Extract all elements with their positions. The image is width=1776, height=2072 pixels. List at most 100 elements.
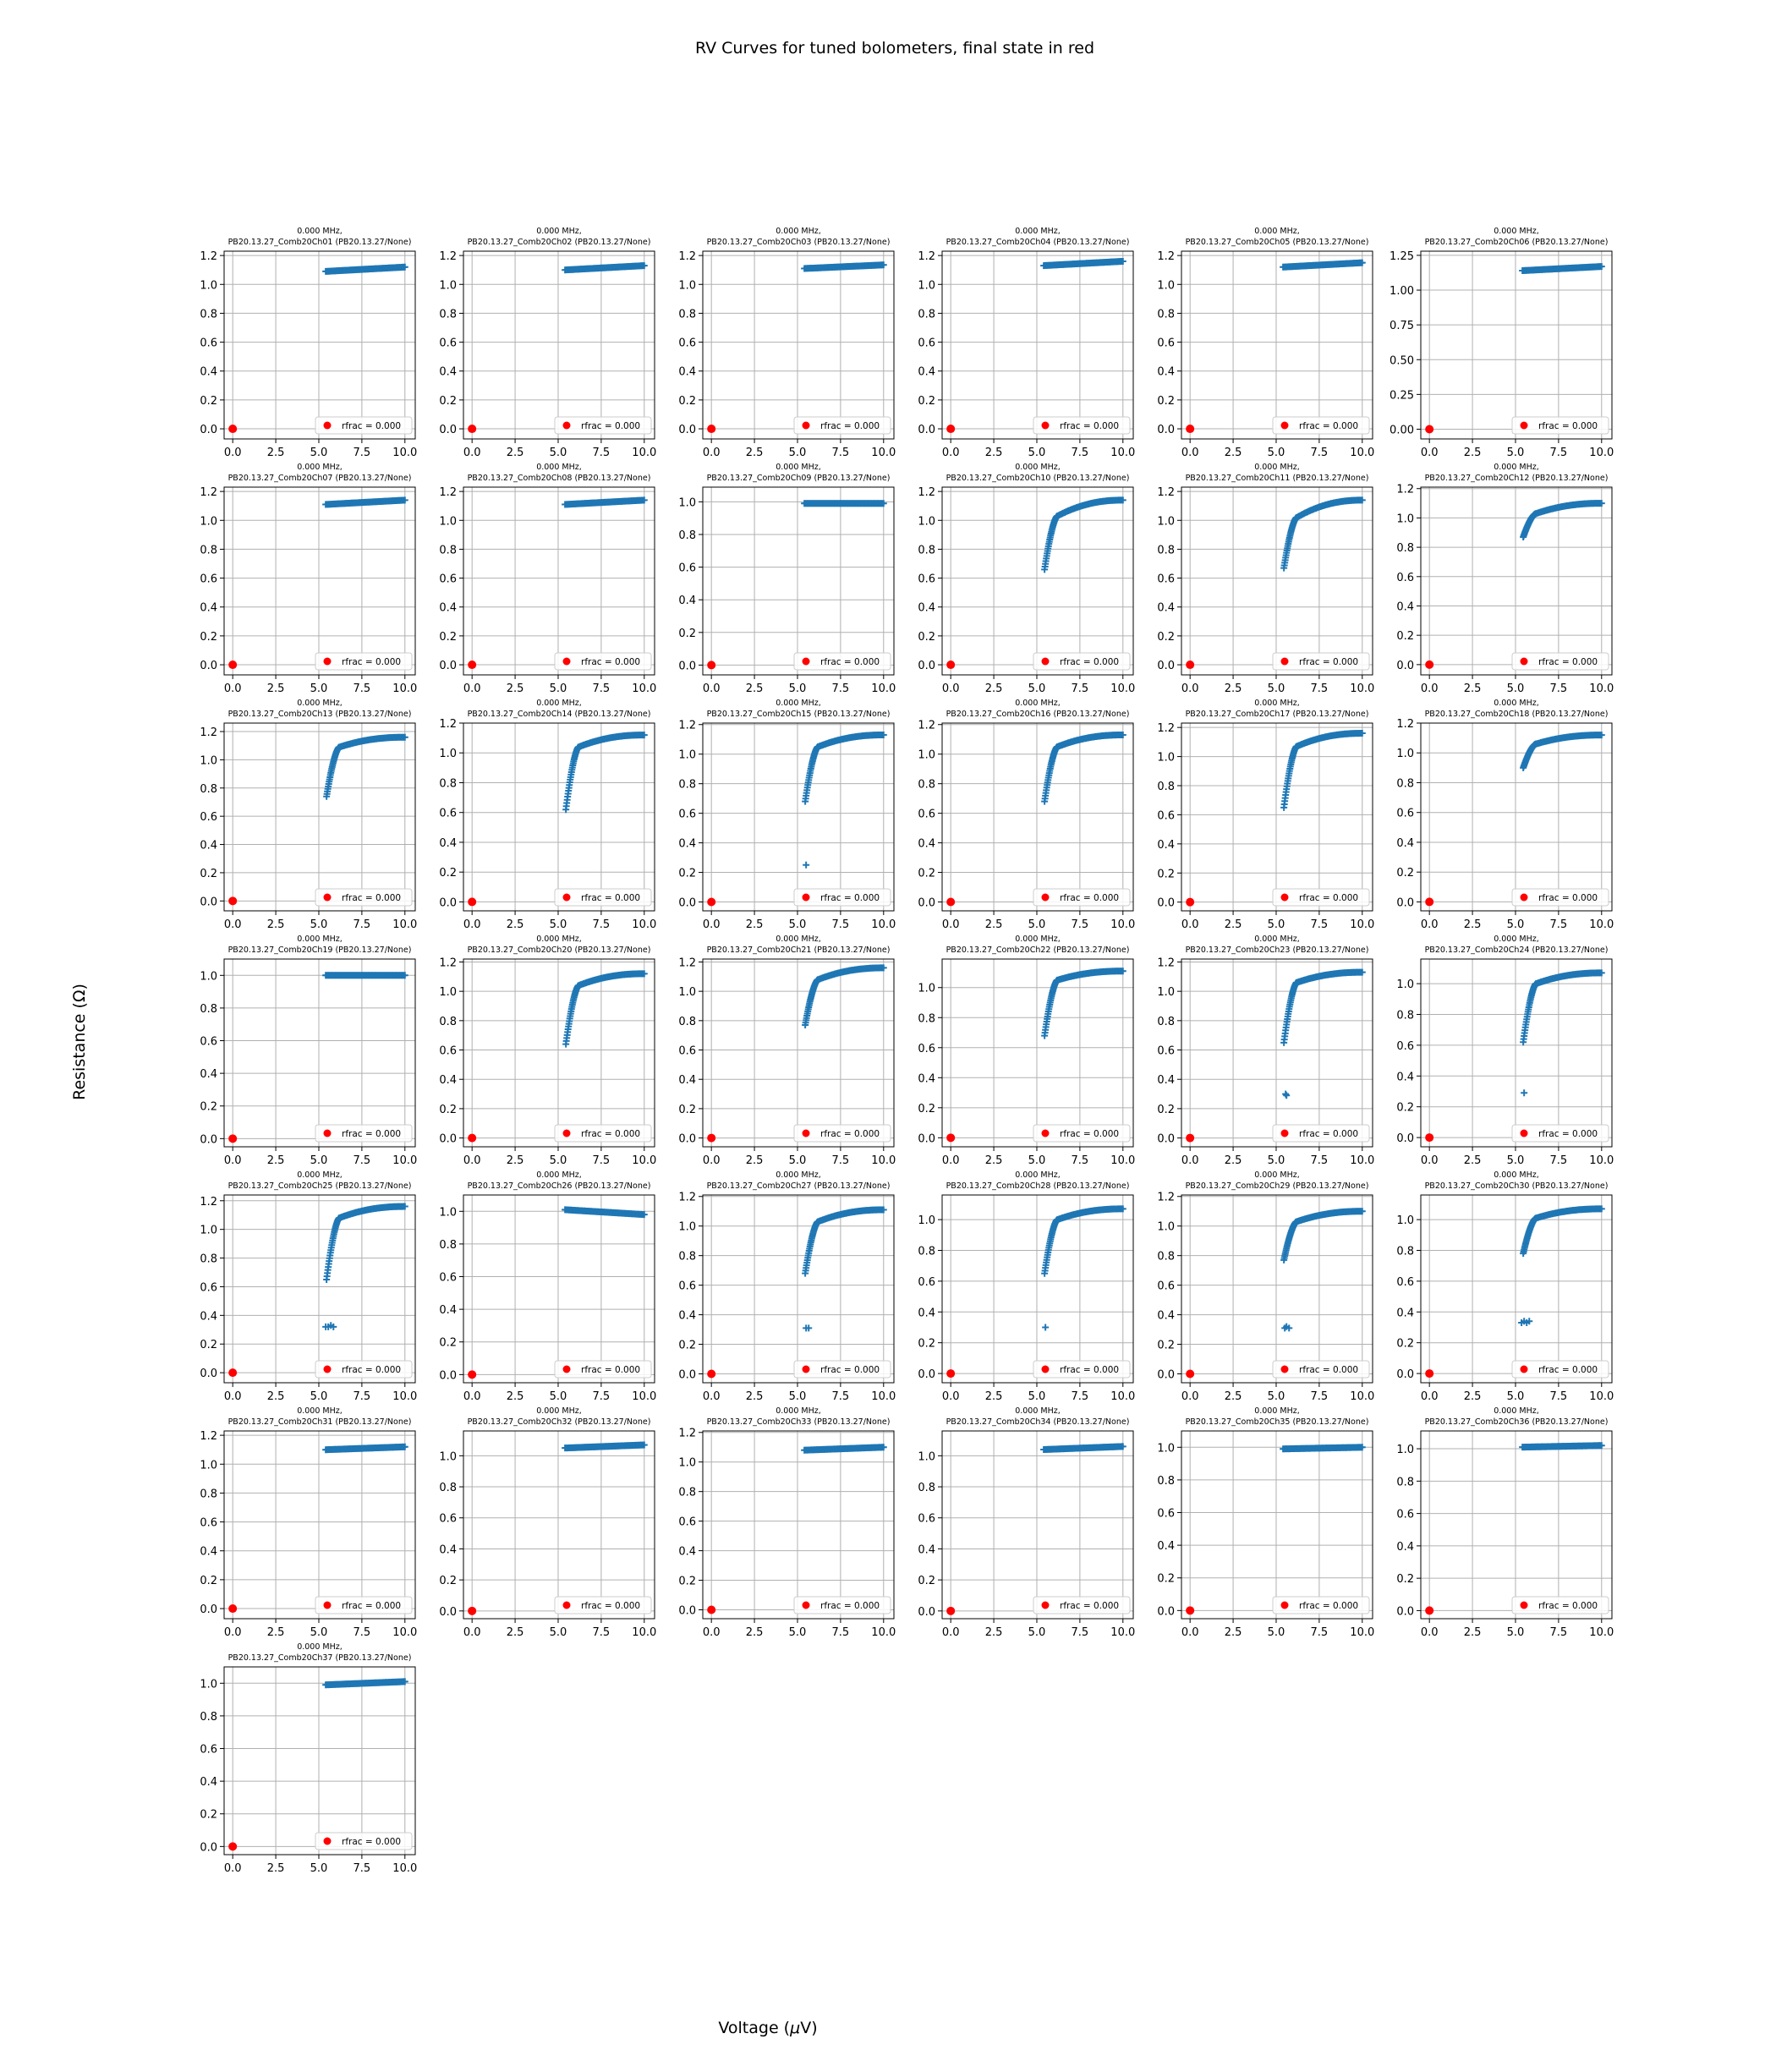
subplot-title-channel: PB20.13.27_Comb20Ch23 (PB20.13.27/None) bbox=[1186, 946, 1369, 955]
legend-marker bbox=[1520, 657, 1528, 666]
y-tick-label: 0.2 bbox=[200, 1101, 217, 1114]
subplot-title-freq: 0.000 MHz, bbox=[536, 463, 582, 472]
y-tick-label: 1.2 bbox=[1157, 486, 1175, 499]
legend-marker bbox=[1280, 1129, 1289, 1137]
subplot-title-channel: PB20.13.27_Comb20Ch37 (PB20.13.27/None) bbox=[228, 1653, 412, 1663]
y-tick-label: 1.2 bbox=[678, 250, 696, 263]
x-tick-label: 10.0 bbox=[392, 1862, 417, 1875]
y-tick-label: 0.8 bbox=[200, 308, 217, 321]
y-tick-label: 0.8 bbox=[678, 1016, 696, 1028]
x-tick-label: 0.0 bbox=[703, 447, 721, 459]
y-tick-label: 1.0 bbox=[200, 515, 217, 528]
axes-frame bbox=[223, 722, 416, 912]
y-tick-label: 0.8 bbox=[918, 544, 935, 556]
x-tick-label: 7.5 bbox=[354, 1626, 371, 1639]
legend-marker bbox=[1041, 421, 1050, 430]
x-tick-label: 10.0 bbox=[871, 1626, 896, 1639]
x-tick-label: 2.5 bbox=[985, 447, 1003, 459]
y-tick-label: 1.2 bbox=[439, 957, 457, 969]
y-tick-label: 1.0 bbox=[678, 986, 696, 999]
y-tick-label: 0.6 bbox=[439, 573, 457, 586]
axes-frame bbox=[1420, 486, 1613, 676]
x-tick-label: 10.0 bbox=[1110, 918, 1135, 931]
legend-marker bbox=[1520, 893, 1528, 902]
x-tick-label: 0.0 bbox=[942, 1626, 960, 1639]
legend-box bbox=[793, 416, 891, 435]
legend-marker bbox=[1520, 1365, 1528, 1373]
x-tick-label: 5.0 bbox=[310, 1626, 328, 1639]
legend-label: rfrac = 0.000 bbox=[581, 657, 640, 667]
x-tick-label: 0.0 bbox=[703, 1390, 721, 1403]
data-point bbox=[1119, 496, 1126, 504]
x-tick-label: 10.0 bbox=[632, 918, 656, 931]
x-tick-label: 0.0 bbox=[224, 1626, 242, 1639]
subplot-title-freq: 0.000 MHz, bbox=[776, 463, 821, 472]
y-tick-label: 0.2 bbox=[1157, 1573, 1175, 1586]
x-tick-label: 10.0 bbox=[1110, 1626, 1135, 1639]
y-tick-label: 1.2 bbox=[200, 726, 217, 739]
legend-label: rfrac = 0.000 bbox=[820, 1365, 880, 1375]
y-tick-label: 0.0 bbox=[200, 424, 217, 436]
axes-frame bbox=[223, 1666, 416, 1855]
y-tick-label: 0.2 bbox=[678, 628, 696, 640]
legend-label: rfrac = 0.000 bbox=[820, 657, 880, 667]
legend-box bbox=[793, 652, 891, 671]
y-tick-label: 1.2 bbox=[1157, 250, 1175, 263]
y-tick-label: 0.2 bbox=[200, 631, 217, 644]
y-tick-label: 0.4 bbox=[200, 366, 217, 379]
subplot-title-channel: PB20.13.27_Comb20Ch28 (PB20.13.27/None) bbox=[946, 1181, 1130, 1191]
x-tick-label: 10.0 bbox=[1110, 1154, 1135, 1167]
x-tick-label: 0.0 bbox=[942, 1154, 960, 1167]
final-state-point bbox=[468, 661, 477, 670]
y-tick-label: 0.8 bbox=[1157, 308, 1175, 321]
subplot-title-freq: 0.000 MHz, bbox=[536, 699, 582, 708]
x-tick-label: 0.0 bbox=[1421, 918, 1439, 931]
y-tick-label: 0.6 bbox=[1157, 1508, 1175, 1521]
subplot-title-freq: 0.000 MHz, bbox=[1494, 227, 1539, 236]
y-tick-label: 0.6 bbox=[439, 808, 457, 820]
legend-box bbox=[1272, 416, 1370, 435]
x-tick-label: 2.5 bbox=[267, 1862, 285, 1875]
legend-marker bbox=[562, 421, 571, 430]
x-tick-label: 5.0 bbox=[1268, 918, 1285, 931]
y-tick-label: 0.00 bbox=[1390, 424, 1414, 436]
subplot-ch33: 0.0 2.5 5.0 7.5 10.0 0.0 0.2 0.4 0.6 0.8 1.0 1.2 rfr… bbox=[678, 1406, 896, 1639]
subplot-title-freq: 0.000 MHz, bbox=[776, 699, 821, 708]
subplot-ch32: 0.0 2.5 5.0 7.5 10.0 0.0 0.2 0.4 0.6 0.8 1.0 rfrac … bbox=[439, 1406, 656, 1639]
x-tick-label: 0.0 bbox=[1421, 1154, 1439, 1167]
y-tick-label: 0.8 bbox=[918, 308, 935, 321]
subplot-title-channel: PB20.13.27_Comb20Ch09 (PB20.13.27/None) bbox=[707, 474, 891, 483]
y-tick-label: 0.0 bbox=[1396, 1605, 1414, 1618]
axes-frame bbox=[941, 486, 1134, 676]
y-tick-label: 0.6 bbox=[678, 337, 696, 350]
final-state-point bbox=[228, 1368, 238, 1378]
x-tick-label: 2.5 bbox=[507, 1390, 524, 1403]
axes-frame bbox=[941, 722, 1134, 912]
y-tick-label: 0.2 bbox=[1157, 1104, 1175, 1116]
y-tick-label: 1.0 bbox=[439, 986, 457, 999]
y-tick-label: 0.4 bbox=[918, 1072, 935, 1085]
y-tick-label: 1.0 bbox=[439, 515, 457, 528]
legend-label: rfrac = 0.000 bbox=[342, 1837, 401, 1847]
axes-frame bbox=[463, 1430, 655, 1620]
legend-label: rfrac = 0.000 bbox=[342, 893, 401, 903]
y-tick-label: 0.2 bbox=[1396, 867, 1414, 880]
subplot-ch31: 0.0 2.5 5.0 7.5 10.0 0.0 0.2 0.4 0.6 0.8 1.0 1.2 rfr… bbox=[200, 1406, 417, 1639]
x-tick-label: 10.0 bbox=[871, 1390, 896, 1403]
subplot-ch07: 0.0 2.5 5.0 7.5 10.0 0.0 0.2 0.4 0.6 0.8 1.0 1.2 rfr… bbox=[200, 463, 417, 695]
y-tick-label: 0.4 bbox=[439, 1074, 457, 1087]
subplot-title-channel: PB20.13.27_Comb20Ch27 (PB20.13.27/None) bbox=[707, 1181, 891, 1191]
legend-label: rfrac = 0.000 bbox=[1060, 421, 1119, 431]
x-tick-label: 0.0 bbox=[463, 918, 481, 931]
x-tick-label: 5.0 bbox=[310, 918, 328, 931]
subplot-title-channel: PB20.13.27_Comb20Ch03 (PB20.13.27/None) bbox=[707, 238, 891, 247]
legend-marker bbox=[1041, 1129, 1050, 1137]
y-tick-label: 1.2 bbox=[1157, 722, 1175, 735]
final-state-point bbox=[946, 1133, 956, 1143]
x-tick-label: 7.5 bbox=[354, 1390, 371, 1403]
subplot-ch04: 0.0 2.5 5.0 7.5 10.0 0.0 0.2 0.4 0.6 0.8 1.0 1.2 rfr… bbox=[918, 227, 1135, 459]
y-tick-label: 0.8 bbox=[1157, 1016, 1175, 1028]
x-tick-label: 10.0 bbox=[1350, 682, 1374, 695]
x-tick-label: 5.0 bbox=[550, 682, 567, 695]
final-state-point bbox=[707, 1605, 716, 1614]
